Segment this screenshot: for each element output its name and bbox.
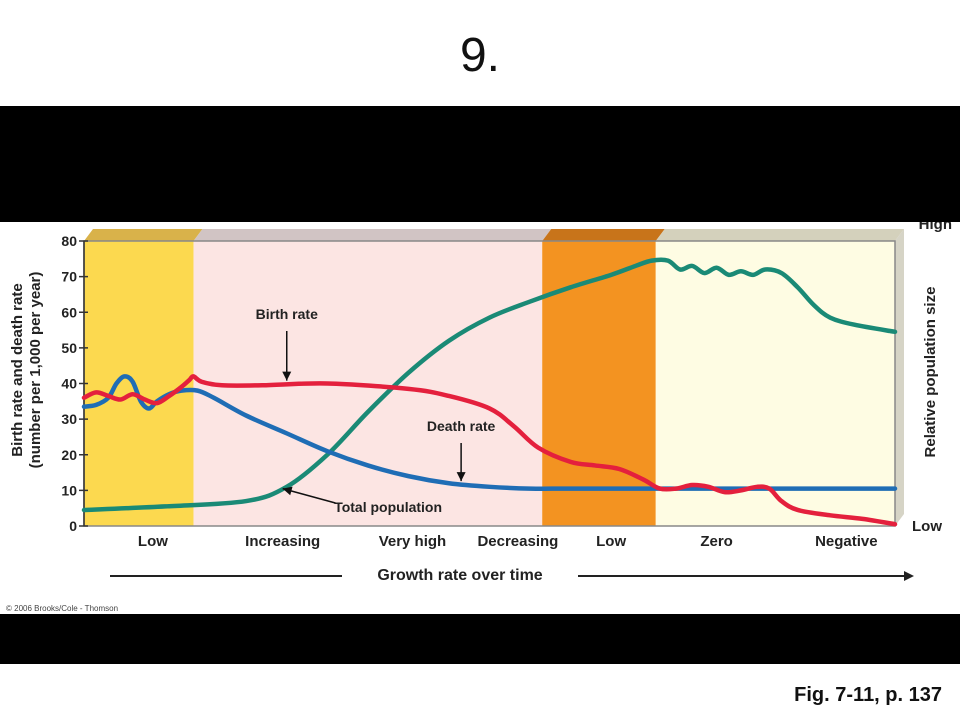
x-axis-label: Growth rate over time bbox=[377, 567, 542, 584]
stage-band-4 bbox=[655, 241, 895, 526]
slide-title: 9. bbox=[459, 29, 501, 82]
phase-label: Zero bbox=[700, 533, 733, 550]
y-tick-label: 40 bbox=[61, 376, 77, 392]
y-axis-label-line2: (number per 1,000 per year) bbox=[27, 272, 44, 469]
series-lines bbox=[81, 257, 898, 527]
stage-band-top-3 bbox=[542, 229, 665, 241]
annotations: Birth rate Death rate Total population bbox=[256, 306, 496, 515]
y2-axis-label: Relative population size bbox=[922, 287, 939, 458]
stage-band-top-2 bbox=[193, 229, 552, 241]
death-rate-annotation-arrow-head bbox=[456, 472, 466, 482]
y-axis: 0 10 20 30 40 50 60 70 80 bbox=[61, 233, 88, 534]
death-rate-annotation: Death rate bbox=[427, 418, 496, 434]
phase-label: Increasing bbox=[245, 533, 320, 550]
y-tick-label: 70 bbox=[61, 269, 77, 285]
y-tick-label: 10 bbox=[61, 482, 77, 498]
phase-label: Low bbox=[596, 533, 626, 550]
y-tick-label: 80 bbox=[61, 233, 77, 249]
y-tick-label: 60 bbox=[61, 304, 77, 320]
y-tick-label: 20 bbox=[61, 447, 77, 463]
series-line-death-rate bbox=[81, 374, 898, 491]
phase-label: Low bbox=[138, 533, 168, 550]
series-line-birth-rate bbox=[81, 374, 898, 527]
y2-low-label: Low bbox=[912, 518, 942, 535]
y-tick-label: 30 bbox=[61, 411, 77, 427]
phase-label: Decreasing bbox=[477, 533, 558, 550]
figure-caption: Fig. 7-11, p. 137 bbox=[794, 684, 942, 706]
y-tick-label: 0 bbox=[69, 518, 77, 534]
series-line-total-population bbox=[81, 257, 898, 513]
stage-band-3 bbox=[542, 241, 656, 526]
top-black-band bbox=[0, 106, 960, 222]
total-population-annotation-arrow-line bbox=[282, 487, 336, 504]
stage-band-top-1 bbox=[84, 229, 203, 241]
plot-right-depth bbox=[895, 229, 904, 526]
y-axis-label-line1: Birth rate and death rate bbox=[9, 283, 26, 456]
y-tick-label: 50 bbox=[61, 340, 77, 356]
phase-labels: Low Increasing Very high Decreasing Low Zero N… bbox=[138, 533, 878, 550]
growth-arrow-head bbox=[904, 571, 914, 581]
bottom-black-band bbox=[0, 614, 960, 664]
stage-band-1 bbox=[84, 241, 194, 526]
total-population-annotation-arrow-head bbox=[282, 486, 293, 496]
birth-rate-annotation-arrow-head bbox=[282, 371, 292, 381]
stage-band-top-4 bbox=[655, 229, 904, 241]
phase-label: Very high bbox=[379, 533, 447, 550]
phase-label: Negative bbox=[815, 533, 878, 550]
total-population-annotation: Total population bbox=[334, 499, 442, 515]
copyright-text: © 2006 Brooks/Cole - Thomson bbox=[6, 604, 118, 613]
birth-rate-annotation: Birth rate bbox=[256, 306, 318, 322]
